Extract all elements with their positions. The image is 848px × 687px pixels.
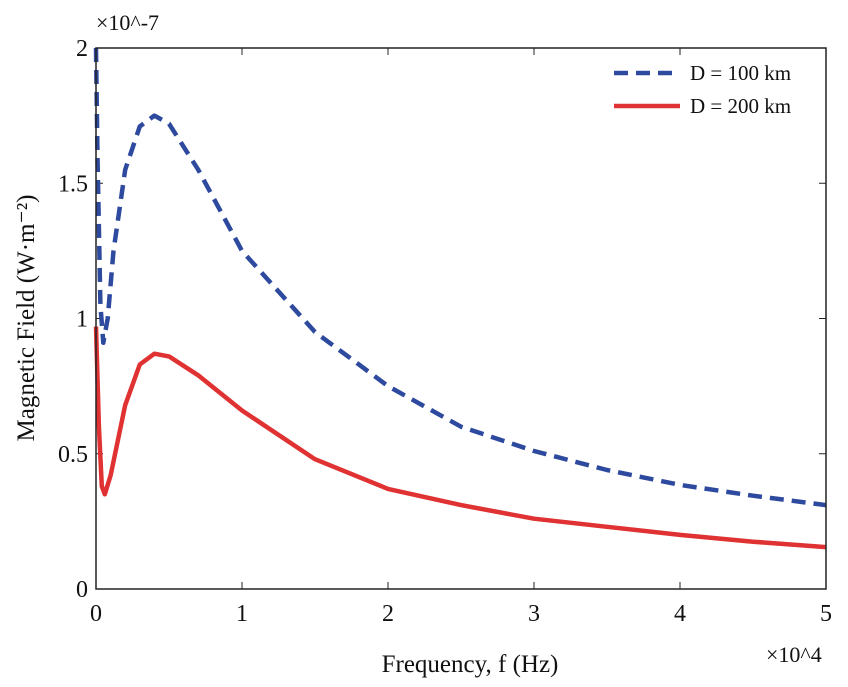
series-line-1 xyxy=(93,47,827,508)
y-multiplier: ×10^-7 xyxy=(96,10,159,35)
x-axis-label: Frequency, f (Hz) xyxy=(382,651,559,678)
legend-label: D = 200 km xyxy=(690,94,791,118)
plot-frame xyxy=(95,47,827,590)
x-multiplier: ×10^4 xyxy=(766,642,822,667)
x-tick-label: 4 xyxy=(674,601,686,627)
y-tick-label: 0.5 xyxy=(58,442,88,468)
x-tick-label: 1 xyxy=(236,601,248,627)
x-tick-label: 2 xyxy=(382,601,394,627)
y-tick-label: 1.5 xyxy=(58,171,88,197)
y-tick-label: 2 xyxy=(76,36,88,62)
y-tick-label: 1 xyxy=(76,307,88,333)
legend: D = 100 km D = 200 km xyxy=(614,61,791,118)
y-tick-label: 0 xyxy=(76,577,88,603)
x-tick-label: 3 xyxy=(528,601,540,627)
y-axis-label: Magnetic Field (W·m⁻²) xyxy=(13,194,40,441)
x-tick-label: 5 xyxy=(820,601,832,627)
series-line-2 xyxy=(93,326,827,550)
legend-label: D = 100 km xyxy=(690,61,791,85)
x-tick-label: 0 xyxy=(90,601,102,627)
